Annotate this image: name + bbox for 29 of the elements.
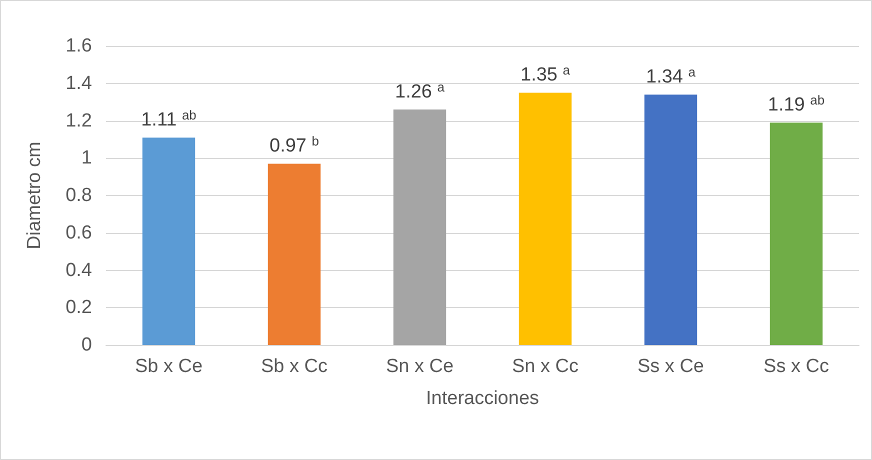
data-label: 1.26 a	[395, 80, 446, 103]
y-tick-label: 0.6	[66, 222, 92, 244]
data-label: 1.11 ab	[141, 108, 196, 131]
bar	[393, 110, 446, 345]
bar	[644, 94, 698, 345]
y-tick-label: 0.8	[66, 185, 92, 206]
y-tick-label: 1.6	[66, 36, 92, 56]
bar	[268, 164, 321, 345]
y-tick-label: 0.4	[66, 260, 92, 281]
x-tick-label: Sn x Ce	[386, 356, 454, 377]
y-tick-label: 1.2	[66, 110, 92, 132]
x-tick-label: Ss x Ce	[637, 356, 704, 377]
data-label: 0.97 b	[270, 134, 319, 157]
x-tick-label: Ss x Cc	[764, 356, 829, 377]
bar	[518, 92, 572, 345]
y-tick-label: 0	[81, 334, 92, 356]
x-tick-label: Sb x Ce	[134, 356, 203, 377]
bar	[142, 138, 196, 345]
data-label: 1.34 a	[646, 64, 696, 88]
y-tick-label: 0.2	[66, 297, 92, 318]
x-tick-label: Sb x Cc	[260, 356, 328, 377]
data-label: 1.35 a	[520, 62, 571, 86]
y-axis-title: Diametro cm	[24, 142, 45, 250]
y-tick-label: 1.4	[66, 72, 92, 94]
bar	[770, 122, 823, 345]
x-axis-title: Interacciones	[426, 388, 540, 409]
x-tick-label: Sn x Cc	[512, 356, 579, 377]
data-label: 1.19 ab	[768, 92, 825, 116]
y-tick-label: 1	[81, 148, 92, 169]
